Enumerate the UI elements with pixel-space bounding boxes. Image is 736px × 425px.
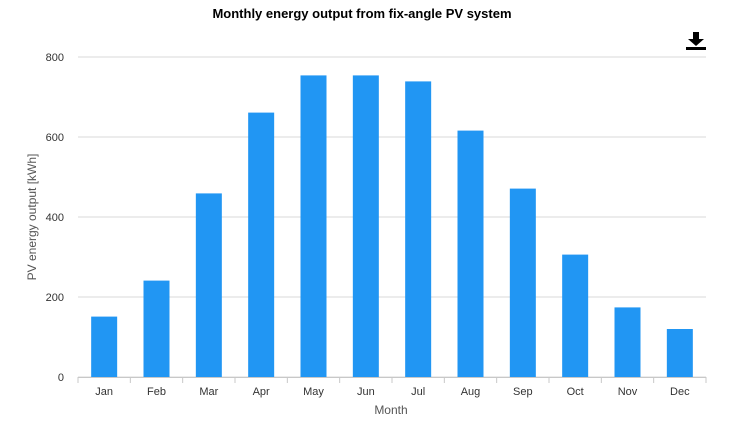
x-tick-label: May — [303, 386, 324, 398]
x-tick-label: Mar — [199, 386, 218, 398]
x-tick-label: Aug — [461, 386, 481, 398]
download-button[interactable] — [684, 30, 710, 54]
x-tick-label: Nov — [618, 386, 638, 398]
x-axis: Jan Feb Mar Apr May Jun Jul Aug Sep Oct Nov Dec — [77, 377, 707, 398]
bar-apr — [248, 112, 275, 377]
bar-may — [300, 75, 327, 378]
y-tick-label: 0 — [58, 372, 64, 384]
bars — [91, 75, 693, 378]
y-axis: 0 200 400 600 800 — [46, 52, 64, 384]
bar-sep — [509, 188, 536, 377]
x-tick-label: Sep — [513, 386, 533, 398]
bar-feb — [143, 280, 170, 377]
x-tick-label: Dec — [670, 386, 690, 398]
x-tick-label: Jul — [411, 386, 425, 398]
y-axis-label: PV energy output [kWh] — [25, 154, 39, 281]
bar-jun — [352, 75, 379, 378]
x-tick-label: Feb — [147, 386, 166, 398]
bar-mar — [195, 193, 222, 377]
y-tick-label: 400 — [46, 212, 64, 224]
x-tick-label: Oct — [567, 386, 584, 398]
x-axis-label: Month — [374, 403, 407, 417]
bar-jul — [405, 81, 432, 378]
download-icon — [686, 32, 706, 50]
y-tick-label: 800 — [46, 52, 64, 64]
bar-jan — [91, 316, 118, 377]
chart-title: Monthly energy output from fix-angle PV … — [212, 6, 511, 21]
x-tick-label: Jan — [95, 386, 113, 398]
bar-oct — [562, 254, 589, 377]
y-tick-label: 600 — [46, 132, 64, 144]
y-tick-label: 200 — [46, 292, 64, 304]
gridlines — [78, 56, 706, 378]
bar-aug — [457, 130, 484, 377]
x-tick-label: Jun — [357, 386, 375, 398]
bar-dec — [666, 329, 693, 377]
bar-nov — [614, 307, 641, 377]
x-tick-label: Apr — [253, 386, 270, 398]
